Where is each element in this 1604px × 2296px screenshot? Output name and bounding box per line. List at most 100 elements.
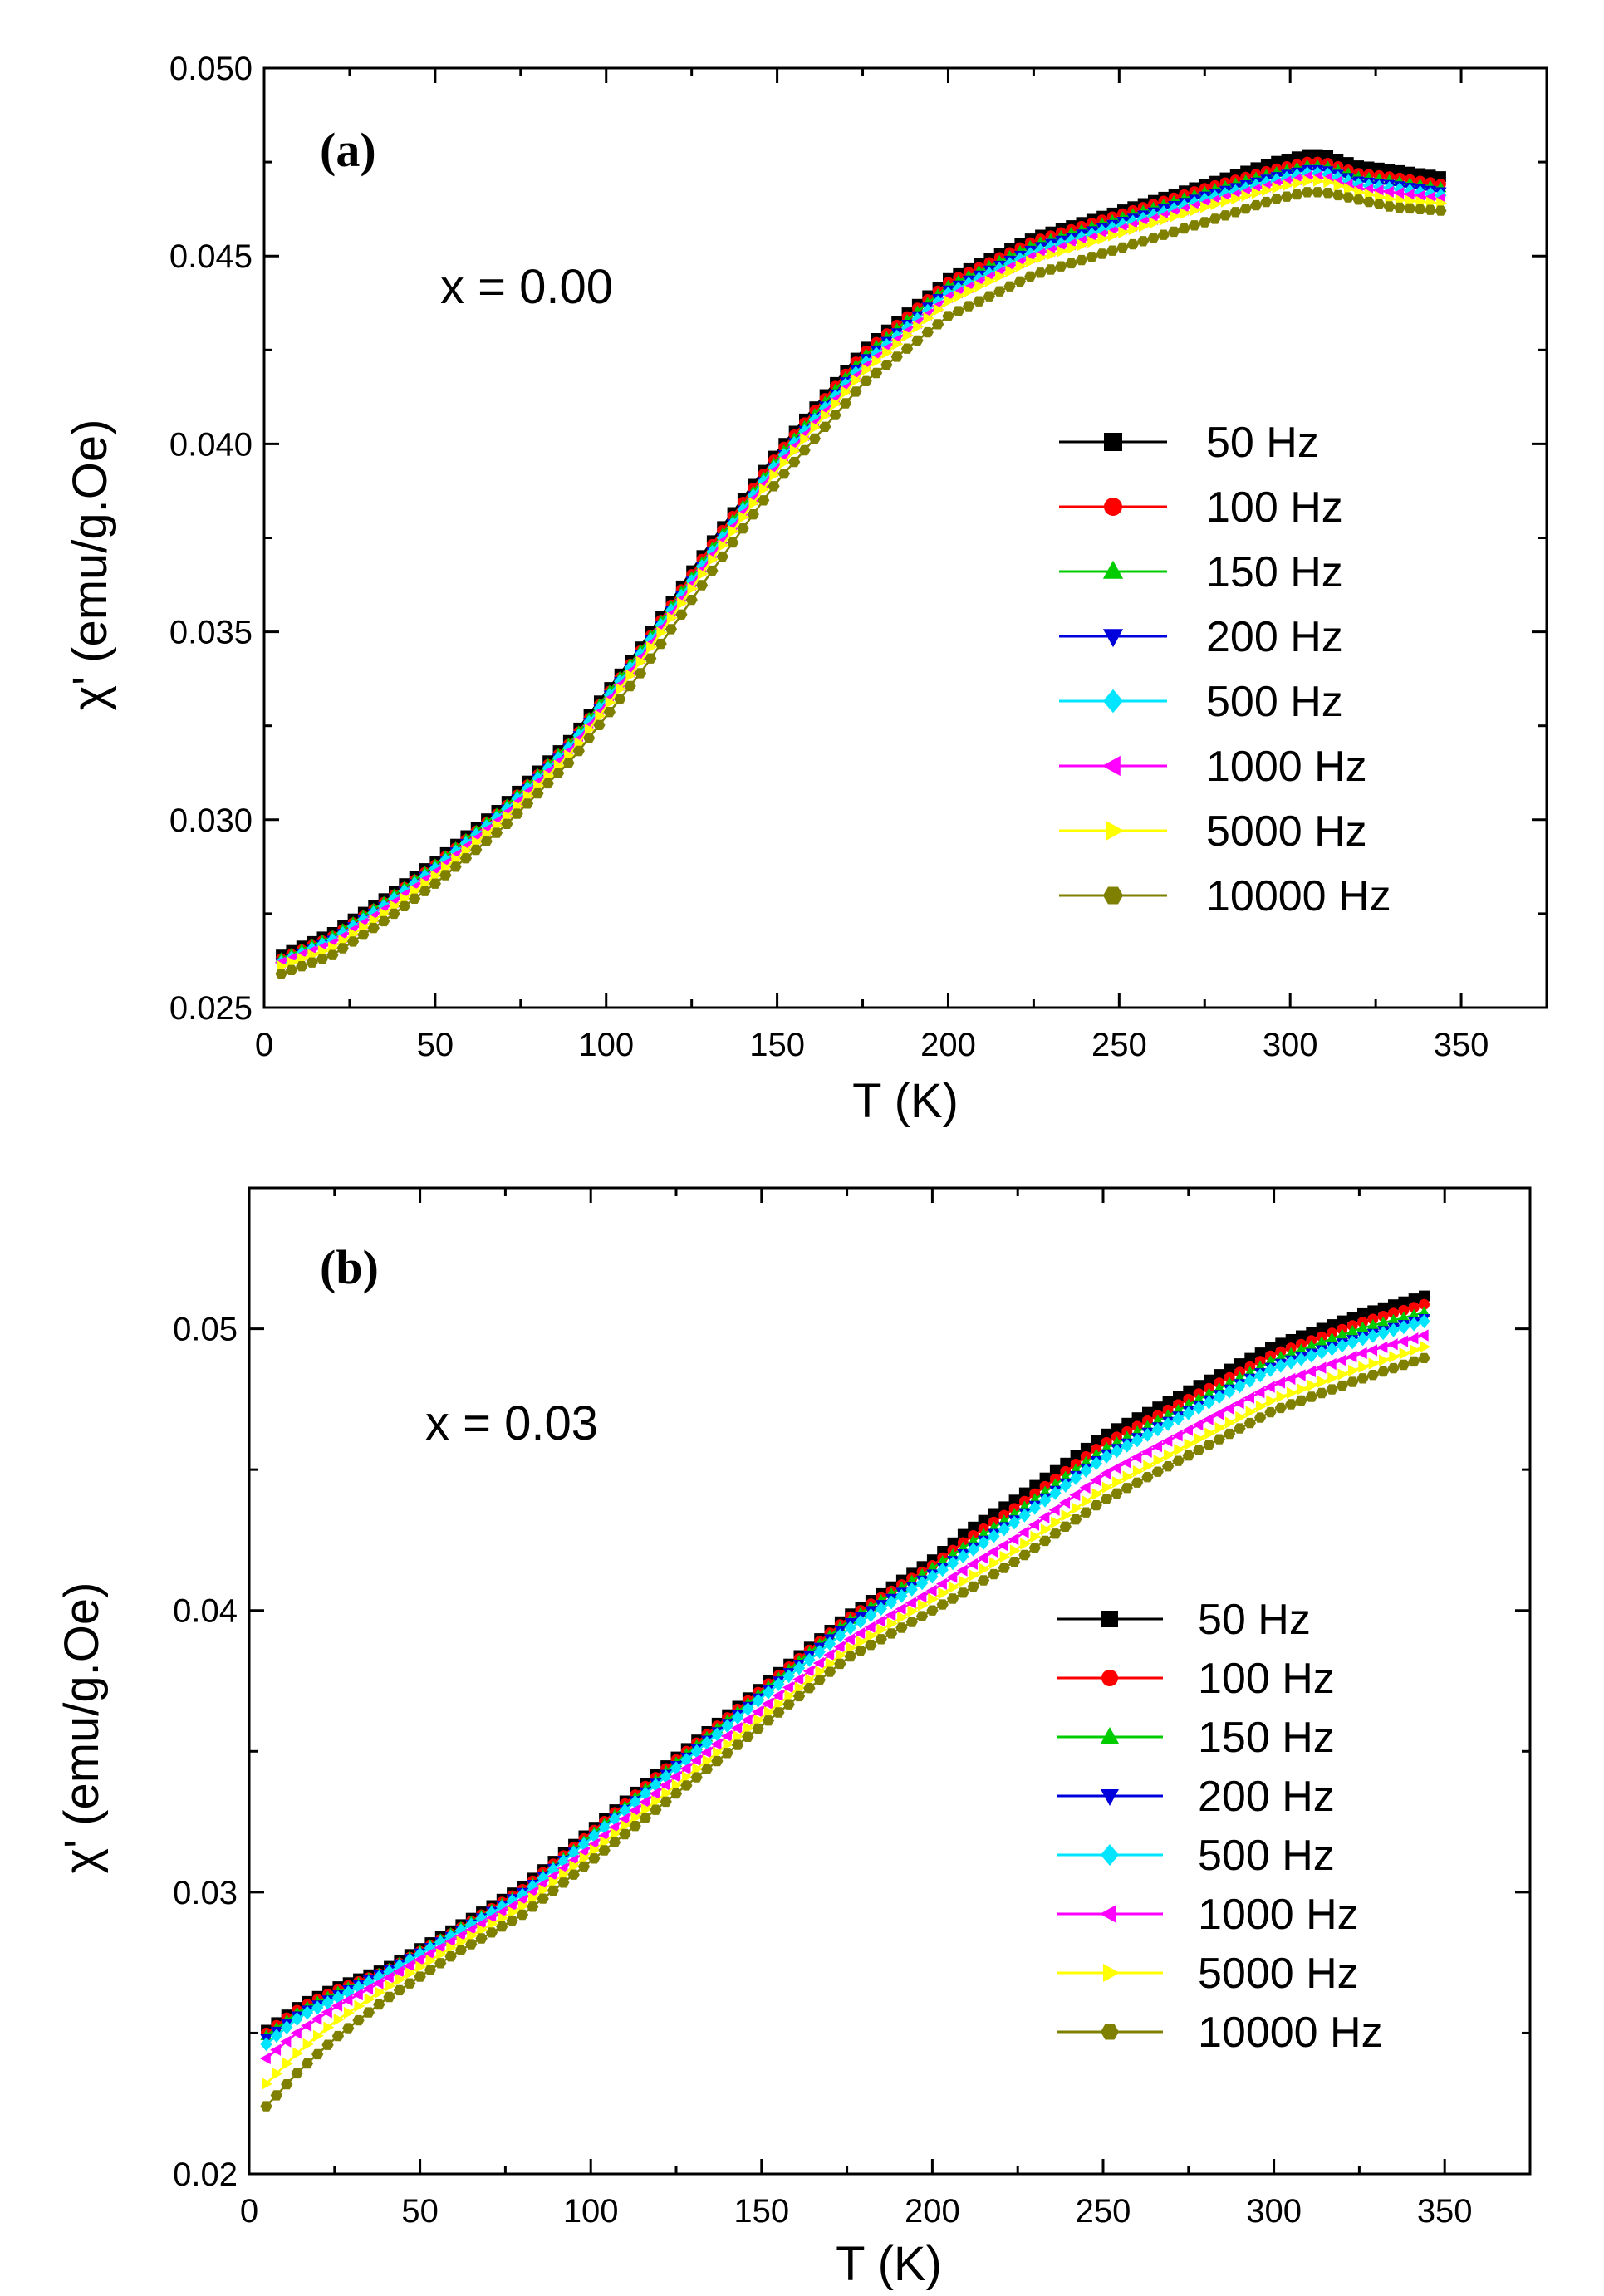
data-point bbox=[385, 1980, 396, 1992]
data-point bbox=[1224, 1363, 1235, 1375]
data-point bbox=[1262, 184, 1273, 197]
data-point bbox=[542, 778, 554, 789]
data-point bbox=[969, 1569, 980, 1582]
data-point bbox=[616, 683, 626, 695]
data-point bbox=[1087, 236, 1099, 248]
data-point bbox=[260, 2101, 272, 2112]
data-point bbox=[1162, 1461, 1175, 1472]
data-point bbox=[1180, 207, 1191, 220]
data-point bbox=[1111, 1488, 1123, 1499]
data-point bbox=[605, 696, 616, 709]
data-point bbox=[1091, 1488, 1103, 1500]
data-point bbox=[885, 1628, 898, 1639]
data-point bbox=[956, 1564, 968, 1577]
data-point bbox=[784, 1690, 796, 1702]
data-point bbox=[587, 1838, 599, 1851]
data-point bbox=[666, 611, 678, 624]
data-point bbox=[1305, 1348, 1317, 1363]
chart-panel-b: (b) x = 0.03 T (K) χ' (emu/g.Oe) 0 50 100 1… bbox=[55, 1186, 1532, 2291]
x-tick-label-a: 250 bbox=[1091, 1027, 1147, 1063]
data-point bbox=[1234, 1423, 1246, 1434]
data-point bbox=[1131, 1451, 1142, 1464]
data-point bbox=[1018, 1508, 1031, 1523]
y-tick-label-a: 0.045 bbox=[169, 238, 253, 275]
data-point bbox=[747, 509, 759, 520]
data-point bbox=[758, 483, 770, 495]
data-point bbox=[357, 930, 370, 940]
data-point bbox=[803, 1683, 816, 1694]
data-point bbox=[521, 798, 534, 809]
data-point bbox=[1388, 1299, 1399, 1311]
data-point bbox=[608, 1821, 620, 1833]
data-point bbox=[326, 949, 339, 960]
data-point bbox=[1170, 210, 1180, 223]
y-tick-label-a: 0.040 bbox=[169, 426, 253, 463]
data-point bbox=[890, 351, 903, 362]
data-point bbox=[1358, 1361, 1370, 1373]
data-point bbox=[1038, 1511, 1050, 1523]
data-point bbox=[1407, 1332, 1419, 1345]
data-point bbox=[731, 1739, 744, 1750]
series-5000-hz-b bbox=[262, 1341, 1431, 2090]
data-point bbox=[946, 1556, 959, 1571]
data-point bbox=[296, 961, 308, 972]
data-point bbox=[1327, 1371, 1339, 1385]
data-point bbox=[1173, 1391, 1184, 1402]
data-point bbox=[713, 1746, 724, 1759]
data-point bbox=[850, 386, 862, 397]
data-point bbox=[1285, 1334, 1297, 1345]
data-point bbox=[593, 719, 606, 730]
data-point bbox=[630, 1811, 642, 1824]
data-point bbox=[984, 275, 996, 287]
data-point bbox=[1367, 1305, 1379, 1317]
data-point bbox=[936, 1599, 949, 1610]
data-point bbox=[275, 969, 287, 979]
data-point bbox=[1249, 199, 1263, 211]
data-point bbox=[306, 957, 318, 968]
data-point bbox=[388, 908, 400, 920]
data-point bbox=[1425, 169, 1436, 181]
data-point bbox=[748, 497, 760, 509]
data-point bbox=[1376, 1341, 1388, 1353]
x-tick-label-a: 150 bbox=[749, 1027, 805, 1063]
data-point bbox=[342, 1985, 355, 1999]
data-point bbox=[1312, 187, 1324, 198]
data-point bbox=[1398, 1304, 1410, 1316]
data-point bbox=[1151, 1440, 1162, 1453]
data-point bbox=[346, 936, 360, 947]
data-point bbox=[1059, 1521, 1072, 1532]
data-point bbox=[316, 954, 329, 964]
data-point bbox=[1418, 1314, 1430, 1328]
data-point bbox=[1140, 1445, 1152, 1458]
data-point bbox=[1070, 1471, 1082, 1485]
legend-label: 10000 Hz bbox=[1206, 872, 1391, 920]
data-point bbox=[988, 1568, 1000, 1580]
data-point bbox=[905, 1617, 918, 1627]
data-point bbox=[998, 1501, 1010, 1513]
data-point bbox=[1061, 1509, 1072, 1522]
legend-label: 150 Hz bbox=[1198, 1714, 1335, 1762]
data-point bbox=[1028, 1518, 1039, 1531]
data-point bbox=[1116, 242, 1129, 253]
legend-label: 5000 Hz bbox=[1206, 807, 1367, 856]
data-point bbox=[1275, 1337, 1287, 1349]
data-point bbox=[1101, 1481, 1113, 1494]
data-point bbox=[1366, 1318, 1379, 1330]
data-point bbox=[424, 1940, 437, 1955]
data-point bbox=[285, 964, 298, 975]
data-point bbox=[895, 1602, 906, 1616]
data-point bbox=[1029, 1479, 1041, 1491]
data-point bbox=[1008, 1533, 1019, 1546]
data-point bbox=[301, 2058, 314, 2069]
data-point bbox=[291, 2068, 303, 2079]
data-point bbox=[944, 295, 955, 307]
x-tick-label-b: 300 bbox=[1246, 2193, 1302, 2230]
data-point bbox=[1142, 1406, 1153, 1418]
data-point bbox=[946, 1593, 959, 1604]
data-point bbox=[1003, 281, 1016, 292]
data-point bbox=[1366, 1328, 1379, 1343]
data-point bbox=[1224, 1384, 1236, 1399]
legend-marker bbox=[1103, 1964, 1120, 1982]
data-point bbox=[321, 2006, 332, 2019]
data-point bbox=[1393, 187, 1405, 199]
